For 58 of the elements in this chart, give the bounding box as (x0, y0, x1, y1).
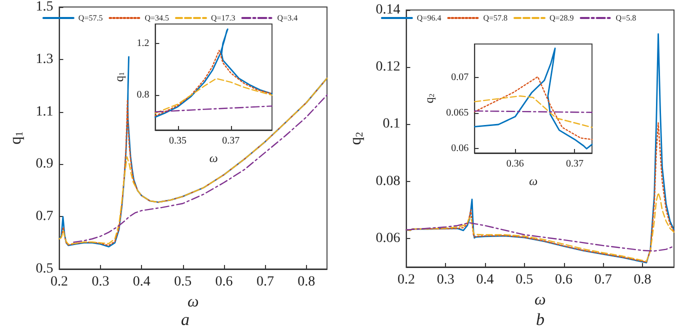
y-tick-label: 0.07 (451, 72, 469, 83)
legend-label: Q=57.8 (483, 14, 508, 22)
line-series (474, 76, 593, 140)
y-tick-label: 0.9 (36, 156, 54, 172)
x-tick-label: 0.4 (476, 272, 494, 288)
text: b (536, 310, 544, 326)
line-series (154, 78, 273, 114)
y-tick-label: 0.12 (376, 60, 400, 75)
y-tick-label: 1.2 (136, 38, 150, 49)
x-tick-label: 0.8 (298, 274, 316, 290)
x-tick-label: 0.6 (555, 272, 572, 288)
x-tick-label: 0.5 (174, 274, 192, 290)
y-tick-label: 0.06 (451, 143, 469, 154)
line-series (154, 28, 273, 118)
legend-label: Q=34.5 (144, 14, 170, 22)
y-tick-label: 1.1 (36, 104, 54, 120)
x-tick-label: 0.5 (516, 272, 534, 288)
line-series (406, 222, 675, 252)
line-series (474, 95, 593, 128)
legend-label: Q=17.3 (211, 14, 236, 22)
y-tick-label: 0.08 (376, 174, 400, 189)
x-tick-label: 0.4 (132, 274, 150, 290)
x-tick-label: 0.3 (92, 274, 110, 290)
x-axis-title: ω (529, 174, 538, 188)
legend-label: Q=57.5 (78, 14, 103, 22)
line-series (406, 192, 675, 262)
legend-label: Q=5.8 (616, 14, 636, 22)
x-tick-label: 0.7 (594, 272, 612, 288)
x-tick-label: 0.37 (566, 158, 584, 170)
y-axis-title: q2 (348, 132, 366, 146)
text: a (181, 310, 190, 326)
x-tick-label: 0.2 (50, 274, 68, 290)
x-tick-label: 0.7 (256, 274, 274, 290)
x-axis-title: ω (209, 151, 218, 165)
line-series (406, 33, 675, 264)
line-series (474, 48, 593, 150)
legend-label: Q=96.4 (416, 14, 442, 22)
x-tick-label: 0.3 (436, 272, 454, 288)
y-tick-label: 1.3 (36, 52, 54, 67)
y-tick-label: 0.1 (382, 116, 400, 132)
y-tick-label: 1.5 (36, 0, 54, 14)
y-tick-label: 0.065 (446, 108, 469, 119)
x-tick-label: 0.2 (398, 272, 415, 288)
x-axis-title: ω (534, 291, 546, 308)
y-tick-label: 0.06 (376, 230, 400, 246)
y-tick-label: 0.14 (376, 2, 400, 18)
y-axis-title: q1 (8, 131, 26, 145)
legend-label: Q=3.4 (277, 14, 298, 22)
line-series (154, 50, 273, 116)
y-tick-label: 0.5 (36, 262, 54, 276)
y-tick-label: 0.7 (36, 209, 54, 224)
x-tick-label: 0.8 (634, 272, 652, 288)
x-tick-label: 0.6 (215, 274, 233, 290)
x-tick-label: 0.35 (169, 136, 187, 146)
x-axis-title: ω (187, 293, 199, 310)
x-tick-label: 0.36 (506, 158, 524, 170)
x-tick-label: 0.37 (222, 136, 240, 146)
legend-label: Q=28.9 (550, 14, 574, 22)
